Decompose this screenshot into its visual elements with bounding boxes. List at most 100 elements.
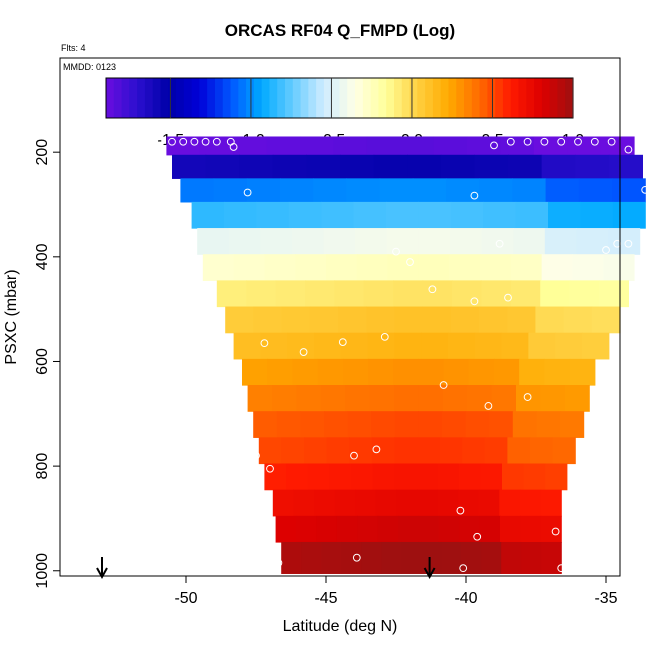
heatmap-cell (612, 178, 646, 203)
colorbar-cell (121, 78, 130, 118)
heatmap-cell (264, 463, 287, 491)
heatmap-cell (507, 306, 536, 334)
heatmap-cell (401, 541, 422, 574)
flight-point (607, 137, 616, 146)
heatmap-cell (347, 411, 372, 438)
heatmap-cell (417, 489, 439, 517)
heatmap-cell (387, 254, 419, 281)
colorbar-cell (300, 78, 309, 118)
heatmap-cell (287, 332, 315, 360)
x-axis-label: Latitude (deg N) (283, 618, 398, 635)
heatmap-cell (412, 178, 447, 203)
heatmap-cell (180, 178, 215, 203)
arrow-head (96, 567, 108, 580)
flight-point (506, 137, 515, 146)
colorbar-cell (230, 78, 239, 118)
heatmap-cell (305, 280, 335, 308)
heatmap-cell (340, 154, 375, 179)
colorbar-cell (292, 78, 302, 118)
heatmap-cell (326, 437, 350, 465)
colorbar-cell (144, 78, 154, 118)
heatmap-cell (301, 541, 322, 574)
heatmap-cell (224, 201, 257, 229)
arrow-head (423, 567, 436, 580)
heatmap-cell (326, 254, 358, 281)
heatmap-cell (341, 541, 362, 574)
colorbar-cells (106, 78, 574, 118)
heatmap-cell (300, 136, 334, 156)
heatmap-cell (394, 306, 424, 334)
heatmap-cell (421, 332, 449, 360)
heatmap-cell (600, 136, 635, 156)
heatmap-cell (499, 489, 521, 517)
colorbar-cell (137, 78, 146, 118)
flight-point (557, 564, 566, 573)
heatmap-cell (467, 136, 501, 156)
heatmap-cell (394, 332, 422, 360)
heatmap-cell (540, 385, 566, 412)
heatmap-cell (446, 178, 480, 203)
heatmap-cell (316, 515, 338, 543)
heatmap-cell (340, 332, 369, 360)
heatmap-cell (379, 178, 414, 203)
flight-point (201, 137, 210, 146)
heatmap-cell (346, 178, 381, 203)
flight-point (540, 137, 549, 146)
heatmap-cell (523, 463, 546, 491)
heatmap-cell (292, 358, 319, 386)
heatmap-cell (507, 437, 531, 465)
heatmap-cell (541, 254, 573, 281)
chart-title: ORCAS RF04 Q_FMPD (Log) (225, 21, 455, 40)
heatmap-cell (166, 136, 201, 156)
heatmap-cell (323, 228, 356, 255)
heatmap-cell (292, 228, 325, 255)
heatmap-cell (512, 411, 537, 438)
heatmap-cell (563, 306, 593, 334)
y-tick-label: 200 (34, 139, 51, 166)
heatmap-cell (528, 332, 556, 360)
heatmap-cell (437, 489, 459, 517)
heatmap-cell (272, 489, 294, 517)
flight-point (229, 143, 238, 151)
flight-point (179, 137, 188, 146)
heatmap-cell (489, 411, 514, 438)
heatmap-cell (293, 489, 315, 517)
heatmap-cell (479, 178, 513, 203)
heatmap-cell (418, 228, 451, 255)
heatmap-cells (166, 136, 646, 574)
heatmap-cell (281, 437, 305, 465)
x-tick-label: -45 (314, 590, 337, 607)
heatmap-cell (540, 515, 562, 543)
heatmap-cell (548, 201, 581, 229)
flight-point (168, 137, 176, 146)
heatmap-cell (603, 254, 635, 281)
flight-point (590, 137, 599, 146)
heatmap-cell (567, 136, 602, 156)
heatmap-cell (317, 358, 344, 386)
colorbar-cell (541, 78, 551, 118)
heatmap-cell (375, 489, 397, 517)
heatmap-cell (462, 437, 486, 465)
heatmap-cell (253, 411, 278, 438)
flight-point (523, 137, 532, 146)
heatmap-cell (355, 489, 377, 517)
heatmap-cell (280, 178, 314, 203)
heatmap-cell (233, 136, 268, 156)
heatmap-cell (228, 228, 261, 255)
heatmap-cell (478, 489, 500, 517)
colorbar-cell (456, 78, 465, 118)
colorbar-cell (386, 78, 395, 118)
colorbar-cell (526, 78, 535, 118)
heatmap-cell (205, 154, 240, 179)
colorbar-cell (214, 78, 224, 118)
heatmap-cell (442, 411, 467, 438)
colorbar-cell (362, 78, 372, 118)
flight-point (243, 188, 252, 197)
heatmap-cell (314, 489, 336, 517)
colorbar-cell (207, 78, 216, 118)
flight-point (484, 402, 493, 410)
colorbar-cell (238, 78, 247, 118)
flight-point (372, 445, 381, 454)
colorbar-cell (502, 78, 512, 118)
